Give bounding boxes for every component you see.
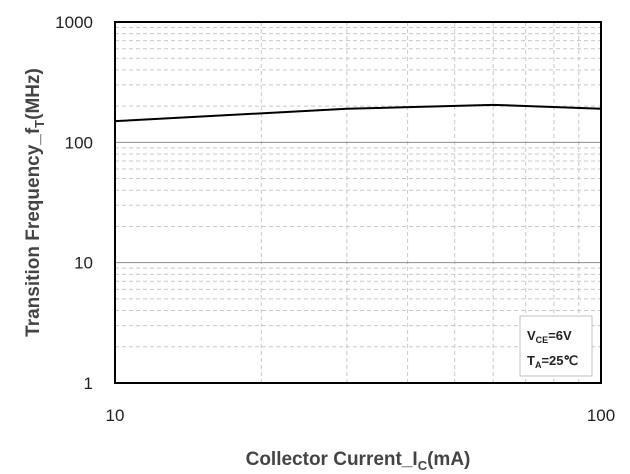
x-axis-title: Collector Current_IC(mA) [246, 449, 471, 473]
x-tick-label: 100 [587, 406, 615, 425]
grid [115, 22, 601, 383]
annotation-ta: TA=25℃ [527, 353, 578, 370]
plot-frame [114, 21, 602, 384]
tick-labels: 10 100 1 10 100 1000 [55, 13, 615, 425]
annotation-box [519, 315, 593, 377]
y-axis-title: Transition Frequency_fT(MHz) [23, 68, 47, 337]
x-tick-label: 10 [106, 406, 125, 425]
condition-annotation: VCE=6V TA=25℃ [519, 315, 593, 377]
y-tick-label: 100 [65, 133, 93, 152]
annotation-vce: VCE=6V [527, 328, 572, 345]
series-line-0 [114, 103, 602, 123]
y-tick-label: 1 [84, 374, 93, 393]
y-tick-label: 10 [74, 254, 93, 273]
y-tick-label: 1000 [55, 13, 93, 32]
series-layer [114, 103, 602, 123]
